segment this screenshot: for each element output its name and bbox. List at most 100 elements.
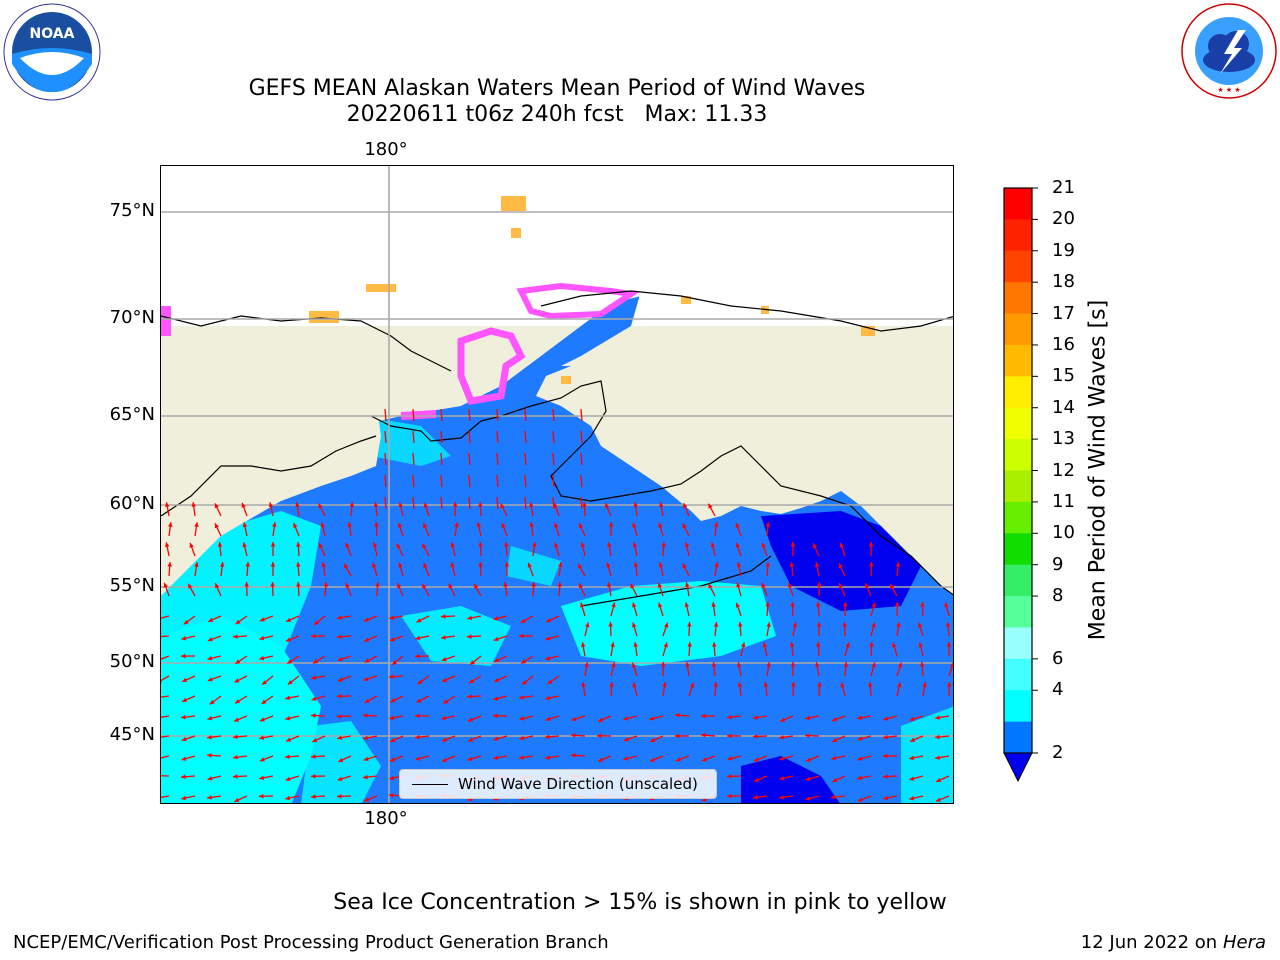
wind-wave-arrow-head xyxy=(727,714,732,720)
wind-wave-arrow-head xyxy=(321,562,326,567)
wind-wave-arrow xyxy=(468,496,471,510)
colorbar-block xyxy=(1004,564,1032,597)
wind-wave-arrow-head xyxy=(868,542,874,547)
wind-wave-arrow-head xyxy=(285,716,291,721)
wind-wave-arrow-head xyxy=(710,542,716,548)
wind-wave-arrow-head xyxy=(661,542,666,547)
chart-title: GEFS MEAN Alaskan Waters Mean Period of … xyxy=(157,76,957,128)
wind-wave-arrow-head xyxy=(259,617,265,622)
wind-wave-arrow-head xyxy=(805,796,811,801)
wind-wave-arrow-head xyxy=(337,714,342,719)
colorbar-tick-label: 19 xyxy=(1052,239,1075,261)
wind-wave-arrow-head xyxy=(606,562,611,568)
colorbar-block xyxy=(1004,313,1032,346)
wind-wave-arrow-head xyxy=(390,698,396,703)
wind-wave-arrow-head xyxy=(580,542,586,548)
wind-wave-arrow-head xyxy=(311,633,316,639)
svg-text:★ ★ ★: ★ ★ ★ xyxy=(1217,86,1240,94)
wind-wave-arrow-head xyxy=(806,757,811,762)
wind-wave-arrow xyxy=(524,496,527,510)
wind-wave-arrow-head xyxy=(789,642,795,647)
wind-wave-arrow-head xyxy=(545,695,551,701)
wind-wave-arrow-head xyxy=(917,622,923,628)
wind-wave-arrow-head xyxy=(296,562,301,567)
lat-label-70: 70°N xyxy=(109,307,155,328)
lat-label-45: 45°N xyxy=(109,724,155,745)
wind-wave-arrow-head xyxy=(259,793,264,799)
wind-wave-arrow-head xyxy=(311,696,317,701)
wind-wave-arrow-head xyxy=(337,735,343,740)
wind-wave-arrow-head xyxy=(504,562,510,567)
wind-wave-arrow-head xyxy=(753,757,759,762)
wind-wave-arrow xyxy=(496,430,499,444)
wind-wave-arrow-head xyxy=(868,682,873,687)
wind-wave-arrow-head xyxy=(337,794,342,799)
wind-wave-arrow-head xyxy=(658,562,664,568)
wind-wave-arrow-head xyxy=(936,777,942,782)
wind-wave-arrow-head xyxy=(582,502,587,507)
wind-wave-arrow-head xyxy=(761,542,766,548)
wind-wave-arrow-head xyxy=(909,755,915,761)
wind-wave-arrow-head xyxy=(233,634,238,639)
wind-wave-arrow-head xyxy=(320,522,326,528)
legend-label: Wind Wave Direction (unscaled) xyxy=(458,775,698,793)
wind-wave-arrow-head xyxy=(450,562,455,568)
wind-wave-arrow-head xyxy=(452,502,458,507)
wind-wave-arrow xyxy=(161,695,170,698)
wind-wave-arrow-head xyxy=(442,737,448,742)
wind-wave-arrow-head xyxy=(761,582,766,588)
wind-wave-arrow-head xyxy=(896,682,902,688)
wind-wave-arrow-head xyxy=(631,662,637,668)
wind-wave-arrow xyxy=(552,496,555,510)
wind-wave-arrow xyxy=(580,430,583,444)
wind-wave-arrow-head xyxy=(805,715,811,721)
wind-wave-arrow-head xyxy=(372,542,378,548)
wind-wave-arrow-head xyxy=(349,502,355,507)
colorbar-block xyxy=(1004,188,1032,220)
wind-wave-arrow-head xyxy=(207,656,213,661)
wind-wave-arrow-head xyxy=(422,543,427,549)
wind-wave-arrow-head xyxy=(682,563,687,569)
wind-wave-arrow-head xyxy=(259,635,265,641)
wind-wave-arrow-head xyxy=(609,682,614,687)
wind-wave-arrow-head xyxy=(392,660,398,665)
wind-wave-arrow-head xyxy=(554,542,559,548)
wind-wave-arrow-head xyxy=(683,503,688,509)
wind-wave-arrow-head xyxy=(935,734,940,740)
wind-wave-arrow-head xyxy=(711,662,717,667)
footer-date: 12 Jun 2022 on Hera xyxy=(1081,932,1266,953)
wind-wave-arrow-head xyxy=(415,635,421,641)
wind-wave-arrow-head xyxy=(883,753,888,759)
wind-wave-arrow-head xyxy=(546,618,552,623)
wind-wave-arrow-head xyxy=(345,542,350,548)
wind-wave-arrow-head xyxy=(311,773,316,779)
wind-wave-arrow-head xyxy=(442,677,448,682)
wind-wave-arrow-head xyxy=(493,616,499,621)
wind-wave-arrow-head xyxy=(685,662,690,667)
wind-wave-arrow-head xyxy=(909,796,915,801)
wind-wave-arrow-head xyxy=(194,522,199,527)
wind-wave-arrow xyxy=(412,474,415,488)
wind-wave-arrow xyxy=(440,474,443,488)
wind-wave-arrow-head xyxy=(682,523,687,529)
wind-wave-arrow-head xyxy=(727,733,732,739)
wind-wave-arrow-head xyxy=(207,716,213,721)
wind-wave-arrow-head xyxy=(494,657,500,663)
wind-wave-arrow-head xyxy=(865,583,870,589)
wind-wave-arrow-head xyxy=(727,756,733,761)
wind-wave-arrow-head xyxy=(611,662,616,668)
wind-wave-arrow-head xyxy=(883,795,889,801)
wind-wave-arrow-head xyxy=(337,656,343,662)
wind-wave-arrow-head xyxy=(790,542,796,547)
wind-wave-arrow-head xyxy=(883,716,889,721)
wind-wave-arrow xyxy=(412,496,415,510)
wind-wave-arrow-head xyxy=(364,637,370,642)
wind-wave-arrow-head xyxy=(259,735,265,740)
wind-wave-arrow-head xyxy=(519,716,525,721)
wind-wave-arrow xyxy=(384,408,387,422)
colorbar-block xyxy=(1004,470,1032,503)
colorbar-block xyxy=(1004,282,1032,315)
wind-wave-arrow-head xyxy=(167,562,172,567)
wind-wave-arrow-head xyxy=(389,793,394,798)
wind-wave-arrow xyxy=(580,408,583,422)
